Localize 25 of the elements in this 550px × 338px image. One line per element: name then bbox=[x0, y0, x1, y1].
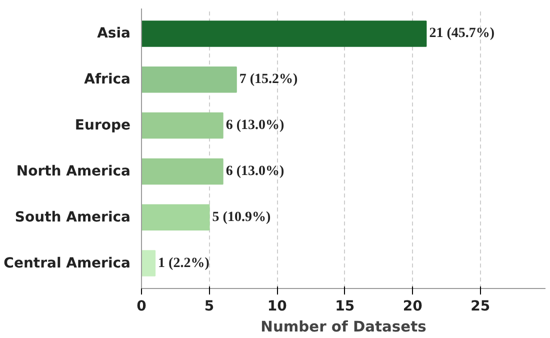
x-tick-label: 5 bbox=[204, 298, 214, 314]
bar bbox=[142, 158, 224, 185]
bar bbox=[142, 112, 224, 139]
x-tick-label: 20 bbox=[402, 298, 423, 314]
data-label: 6 (13.0%) bbox=[226, 118, 285, 134]
data-label: 21 (45.7%) bbox=[429, 26, 495, 42]
y-tick-label: Asia bbox=[97, 26, 131, 42]
bar bbox=[142, 20, 427, 47]
bar bbox=[142, 66, 237, 93]
data-label: 6 (13.0%) bbox=[226, 164, 285, 179]
y-tick-label: Europe bbox=[74, 118, 131, 134]
x-tick-label: 15 bbox=[335, 298, 355, 314]
x-tick-label: 0 bbox=[136, 298, 147, 314]
y-tick-label: Africa bbox=[84, 72, 130, 88]
x-axis-title: Number of Datasets bbox=[260, 318, 427, 336]
data-label: 7 (15.2%) bbox=[239, 72, 298, 88]
data-label: 5 (10.9%) bbox=[212, 210, 271, 225]
y-tick-label: South America bbox=[14, 209, 131, 226]
x-tick-label: 10 bbox=[267, 298, 288, 314]
bar bbox=[142, 204, 210, 230]
data-label: 1 (2.2%) bbox=[158, 256, 210, 271]
y-tick-label: Central America bbox=[4, 255, 131, 272]
x-tick-label: 25 bbox=[470, 298, 490, 314]
y-tick-label: North America bbox=[16, 163, 130, 180]
bar bbox=[142, 250, 156, 276]
